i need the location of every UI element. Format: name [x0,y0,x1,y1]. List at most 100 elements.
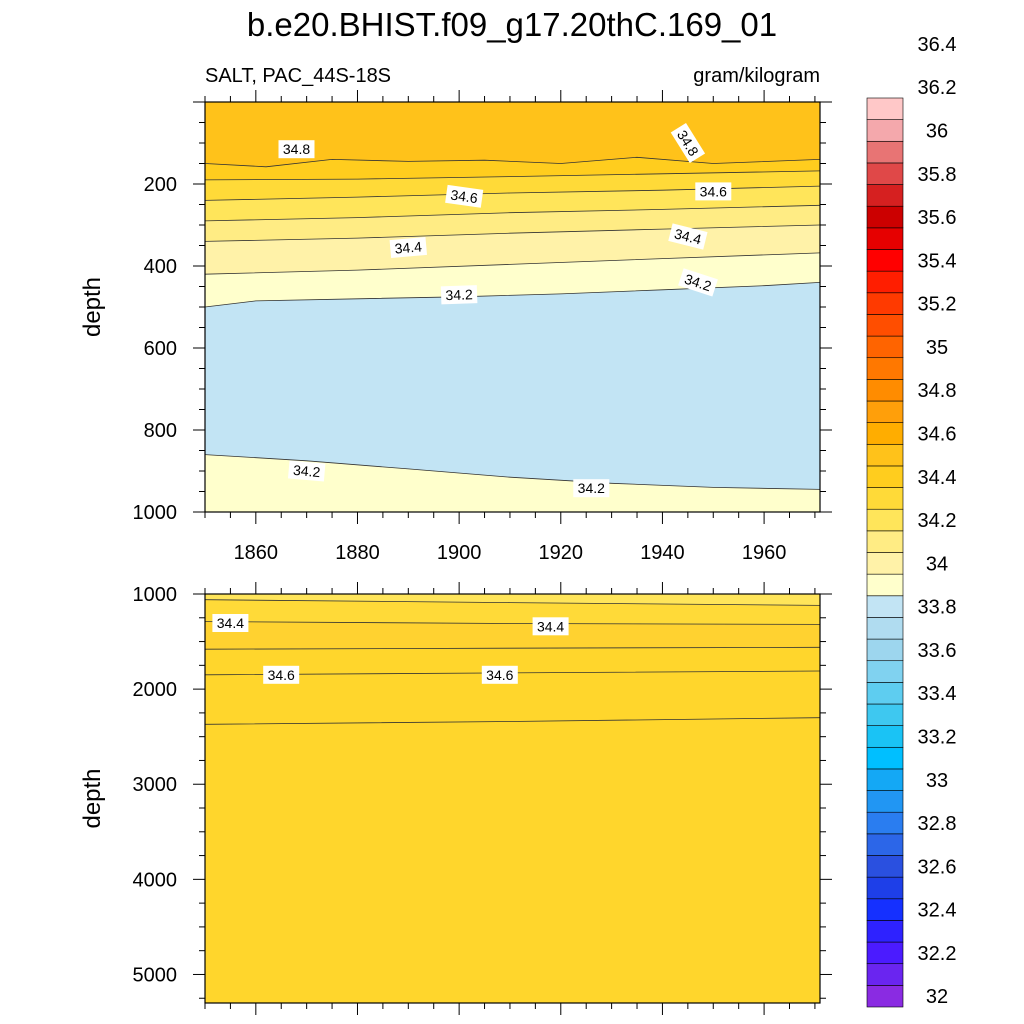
contour-label: 34.6 [445,184,484,208]
colorbar-label: 35 [926,337,948,359]
salinity-band [205,252,820,307]
colorbar-label: 32.2 [918,943,957,965]
contour-label-box [445,184,484,208]
colorbar-label: 35.2 [918,294,957,316]
variable-region-label: SALT, PAC_44S-18S [205,65,391,87]
contour-line [204,282,821,308]
contour-line [204,621,821,625]
colorbar-box [866,985,904,1008]
salinity-band [205,157,820,180]
colorbar-label: 33.4 [918,683,957,705]
salinity-band [205,170,820,201]
colorbar-label: 32.6 [918,856,957,878]
colorbar-label: 32.8 [918,813,957,835]
contour-label-text: 34.6 [700,183,727,199]
upper-panel: 34.8 34.8 34.6 34.6 34.4 34.4 34.2 34.2 34.2 34.2… [79,90,832,564]
contour-line [204,717,821,725]
contour-label-box [263,665,300,684]
contour-label-box [668,223,708,250]
x-tick-label: 1940 [640,542,685,564]
y-tick-label: 1000 [133,584,178,606]
colorbar-label: 36.4 [918,34,957,56]
colorbar-box [866,703,904,726]
y-tick-label: 400 [144,256,177,278]
colorbar-box [866,422,904,445]
colorbar-box [866,270,904,294]
colorbar-label: 34.2 [918,510,957,532]
lower-panel: 34.4 34.4 34.6 34.6 1000 2000 3000 4000 5000 dept… [79,582,832,1015]
colorbar-box [866,508,904,532]
y-axis-title: depth [79,277,106,337]
y-tick-label: 800 [144,420,177,442]
colorbar-label: 33.2 [918,727,957,749]
contour-label-box [670,122,706,164]
contour-label: 34.4 [668,223,708,250]
colorbar-box [866,184,904,207]
contour-label: 34.2 [678,268,718,297]
colorbar-box [866,746,904,770]
colorbar-box [866,530,904,553]
colorbar-label: 34.4 [918,467,957,489]
colorbar-box [866,357,904,380]
y-tick-label: 4000 [133,869,178,891]
colorbar-box [866,119,904,142]
colorbar-box [866,162,904,185]
contour-label-box [212,614,249,632]
contour-label-box [573,479,610,498]
colorbar-box [866,97,904,120]
contour-line [204,204,821,222]
contour-line [204,224,821,242]
contour-label: 34.4 [389,236,428,259]
plot-frame [204,593,821,1004]
salinity-band [205,102,820,167]
contour-line [204,252,821,275]
colorbar-label: 36 [926,121,948,143]
colorbar-label: 34.8 [918,380,957,402]
contour-label: 34.6 [481,665,518,684]
x-tick-label: 1900 [437,542,482,564]
salinity-band [205,186,820,221]
salinity-band [205,671,820,725]
contour-label-box [287,460,326,482]
contour-line [204,599,821,606]
x-tick-label: 1860 [234,542,279,564]
contour-line [204,646,821,650]
salinity-band [205,717,820,1003]
colorbar-box [866,638,904,662]
salinity-band [205,594,820,606]
y-tick-label: 2000 [133,679,178,701]
colorbar-box [866,833,904,856]
contour-label-text: 34.8 [283,141,310,157]
salinity-band [205,282,820,490]
colorbar-box [866,227,904,250]
colorbar-box [866,660,904,683]
contour-label: 34.4 [212,614,249,632]
contour-label-box [695,182,732,201]
salinity-band [205,599,820,625]
contour-label: 34.6 [263,665,300,684]
contour-label-text: 34.4 [217,615,244,631]
salinity-band [205,205,820,242]
colorbar-label: 35.8 [918,164,957,186]
y-axis-title: depth [79,768,106,828]
contour-label-box [678,268,718,297]
salinity-band [205,647,820,675]
y-tick-label: 200 [144,174,177,196]
colorbar-box [866,682,904,705]
y-tick-label: 3000 [133,774,178,796]
contour-label-text: 34.4 [394,238,423,256]
colorbar-box [866,595,904,618]
colorbar-label: 35.6 [918,207,957,229]
contour-label-text: 34.6 [486,667,513,683]
colorbar-label: 33 [926,770,948,792]
colorbar-label: 36.2 [918,77,957,99]
contour-label-text: 34.2 [445,286,473,303]
colorbar-box [866,920,904,943]
contour-line [204,170,821,181]
colorbar-box [866,811,904,835]
contour-label: 34.4 [532,617,569,636]
salinity-band [205,621,820,650]
colorbar-box [866,335,904,359]
colorbar-box [866,790,904,813]
contour-line [204,156,821,168]
